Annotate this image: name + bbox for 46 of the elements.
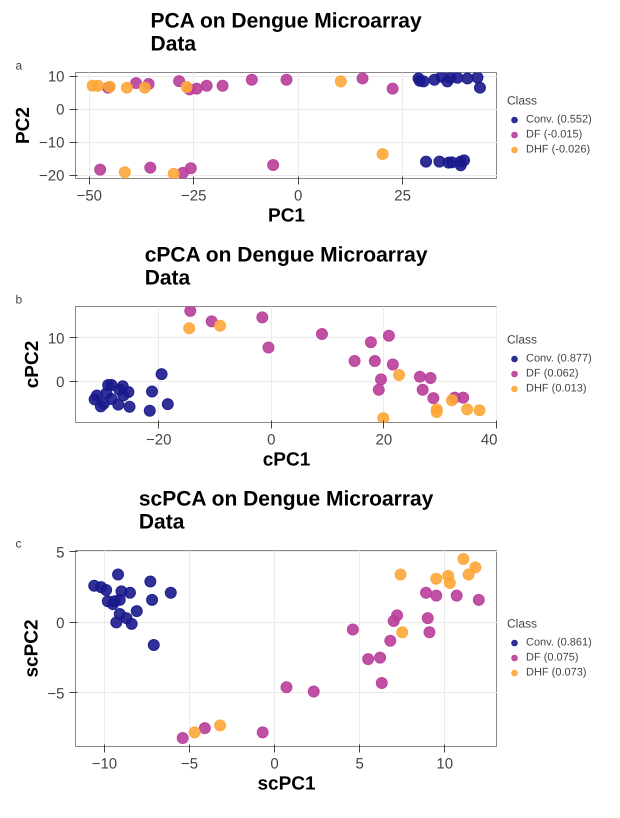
x-tick-label: −10 (92, 756, 118, 772)
legend-label: DF (0.075) (526, 650, 579, 664)
y-tick-label: 10 (48, 330, 65, 348)
x-tick-label: 25 (394, 188, 411, 204)
x-tick-label: 0 (267, 432, 276, 448)
x-tick-label: −20 (146, 432, 172, 448)
y-tick-label: 0 (56, 374, 64, 392)
x-tick-label: 0 (270, 756, 279, 772)
legend-label: Conv. (0.877) (526, 352, 592, 366)
x-axis-title: scPC1 (257, 774, 316, 794)
chart-title: cPCA on Dengue Microarray Data (144, 244, 428, 290)
legend-title: Class (507, 616, 538, 630)
x-tick-label: −5 (180, 756, 198, 772)
chart-title: scPCA on Dengue Microarray Data (138, 488, 434, 534)
legend-title: Class (507, 94, 538, 108)
x-tick-label: −25 (181, 188, 206, 204)
x-tick-label: 0 (294, 188, 302, 204)
y-tick-label: −5 (47, 685, 65, 702)
y-tick-label: 10 (48, 68, 65, 86)
text: a (16, 58, 22, 72)
y-tick-label: 0 (56, 614, 64, 632)
legend-label: DF (0.062) (526, 366, 579, 380)
legend-title: Class (507, 332, 538, 346)
y-tick-label: 5 (56, 544, 64, 562)
legend-label: DHF (0.073) (526, 666, 587, 680)
text: c (16, 536, 22, 550)
x-tick-label: −50 (76, 188, 102, 204)
legend-label: DHF (0.013) (526, 382, 587, 396)
y-axis-title: scPC2 (21, 619, 42, 678)
x-tick-label: 20 (376, 432, 392, 448)
y-tick-label: −10 (39, 134, 65, 152)
y-axis-title: cPC2 (22, 340, 43, 388)
text: b (16, 292, 22, 306)
y-axis-title: PC2 (13, 107, 34, 144)
x-tick-label: 40 (480, 432, 498, 448)
chart-title: PCA on Dengue Microarray Data (150, 10, 422, 56)
x-tick-label: 10 (436, 756, 454, 772)
legend-label: DF (-0.015) (526, 128, 582, 142)
x-tick-label: 5 (356, 756, 364, 772)
x-axis-title: cPC1 (262, 450, 311, 470)
legend-label: Conv. (0.552) (526, 112, 592, 126)
legend-label: Conv. (0.861) (526, 636, 592, 650)
y-tick-label: −20 (39, 168, 65, 185)
y-tick-label: 0 (56, 102, 64, 119)
x-axis-title: PC1 (268, 206, 306, 226)
legend-label: DHF (-0.026) (526, 142, 590, 156)
